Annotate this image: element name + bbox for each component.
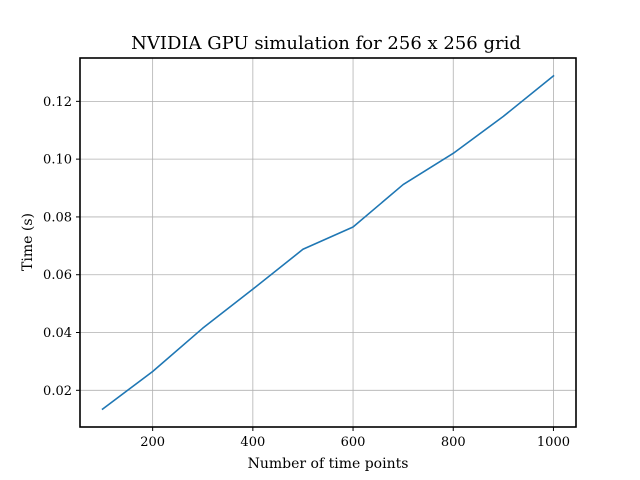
ticks: 200 400 600 800 1000 0.02 0.04 0.06 0.08 0.10 0.12 [43, 95, 570, 450]
y-tick-label: 0.06 [43, 268, 72, 283]
x-tick-label: 200 [140, 435, 165, 450]
y-tick-label: 0.10 [43, 153, 72, 168]
y-tick-label: 0.04 [43, 326, 72, 341]
plot-frame [79, 57, 577, 428]
x-tick-label: 800 [441, 435, 466, 450]
x-axis-label: Number of time points [248, 456, 409, 472]
x-tick-label: 1000 [537, 435, 570, 450]
y-axis-label: Time (s) [20, 213, 36, 271]
chart-title: NVIDIA GPU simulation for 256 x 256 grid [131, 33, 521, 54]
y-tick-label: 0.08 [43, 210, 72, 225]
x-tick-label: 600 [341, 435, 366, 450]
x-tick-label: 400 [240, 435, 265, 450]
grid [80, 58, 576, 427]
y-tick-label: 0.12 [43, 95, 72, 110]
y-tick-label: 0.02 [43, 384, 72, 399]
series-line [101, 74, 555, 411]
series-layer [101, 74, 555, 411]
